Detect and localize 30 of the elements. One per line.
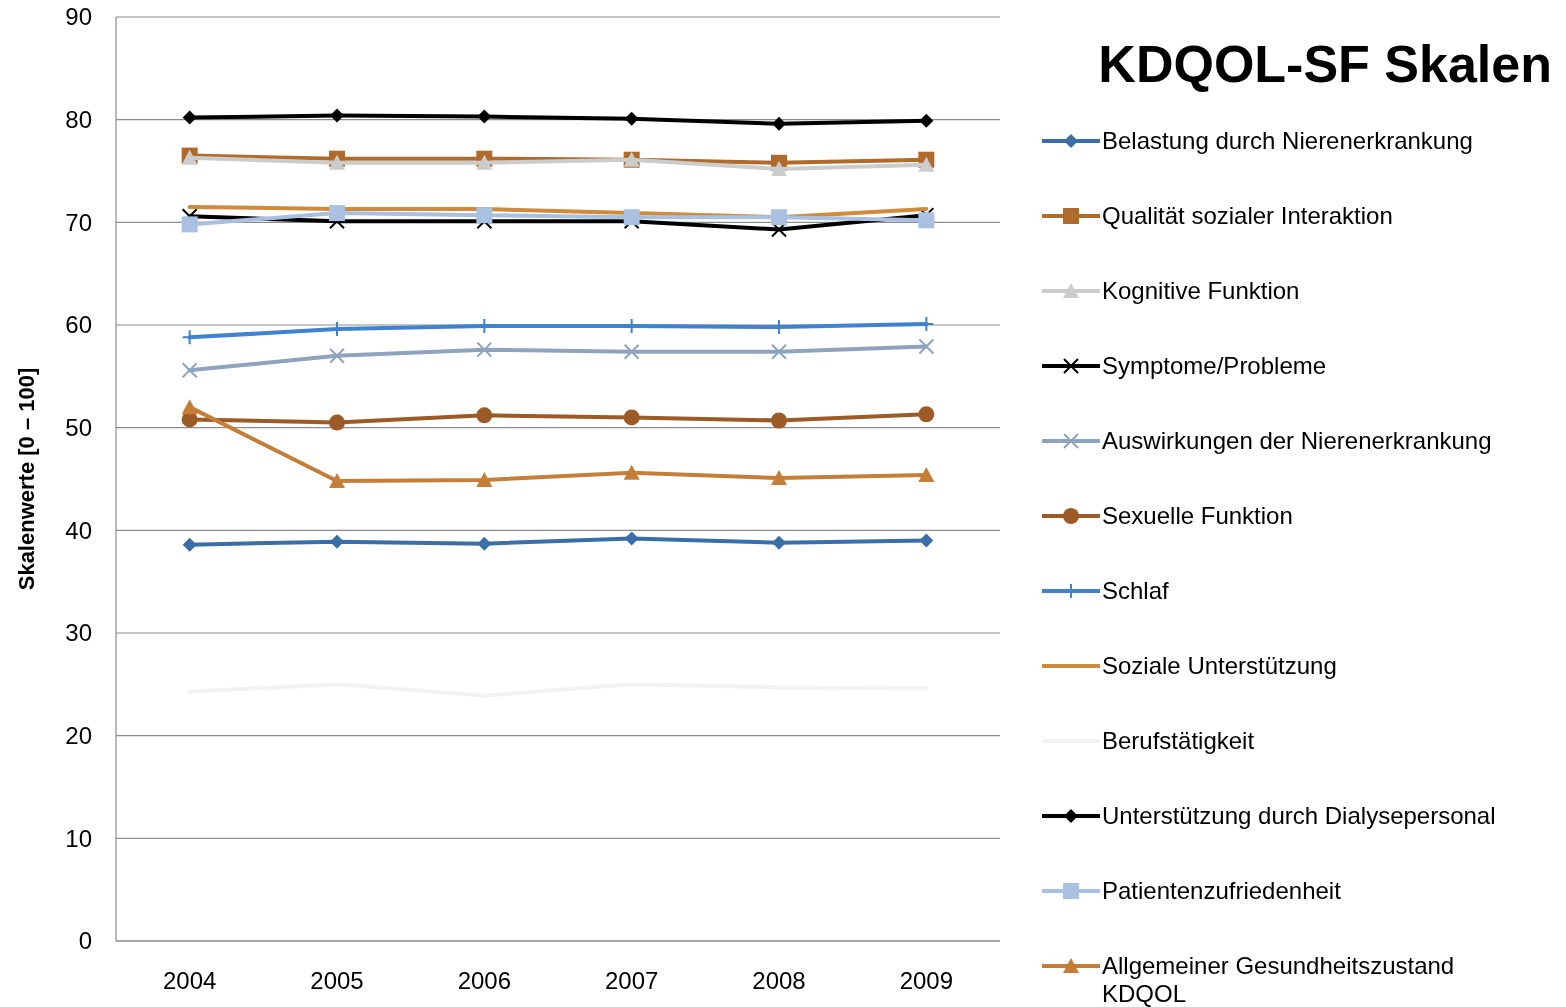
legend-label: Schlaf — [1102, 577, 1170, 605]
y-tick-label: 30 — [65, 619, 92, 647]
legend-label: Kognitive Funktion — [1102, 277, 1300, 305]
x-tick-label: 2009 — [899, 967, 954, 994]
y-tick-label: 80 — [65, 106, 92, 134]
legend-label: Symptome/Probleme — [1102, 352, 1327, 380]
legend-label: Soziale Unterstützung — [1102, 652, 1337, 680]
x-tick-label: 2004 — [162, 967, 217, 994]
text: KDQOL-SF Skalen — [1098, 35, 1552, 93]
y-tick-label: 10 — [65, 824, 92, 852]
legend-label: Belastung durch Nierenerkrankung — [1102, 127, 1473, 155]
legend-label: Qualität sozialer Interaktion — [1102, 202, 1393, 230]
x-tick-label: 2007 — [604, 967, 659, 994]
legend-label: Auswirkungen der Nierenerkrankung — [1102, 427, 1492, 455]
y-tick-label: 50 — [65, 414, 92, 442]
legend-label: Sexuelle Funktion — [1102, 502, 1293, 530]
y-axis-title: Skalenwerte [0 – 100] — [14, 367, 39, 591]
y-tick-label: 20 — [65, 722, 92, 750]
legend-label: Unterstützung durch Dialysepersonal — [1102, 802, 1496, 830]
x-tick-label: 2008 — [752, 967, 806, 994]
y-tick-label: 0 — [78, 927, 92, 955]
y-tick-label: 40 — [65, 516, 92, 544]
x-tick-label: 2006 — [457, 967, 512, 994]
y-tick-label: 90 — [65, 3, 92, 31]
legend-label: Berufstätigkeit — [1102, 727, 1255, 755]
x-tick-label: 2005 — [310, 967, 364, 994]
y-tick-label: 70 — [65, 208, 92, 236]
y-tick-label: 60 — [65, 311, 92, 339]
legend-label: Patientenzufriedenheit — [1102, 877, 1342, 905]
legend-label: Allgemeiner Gesundheitszustand KDQOL — [1102, 952, 1455, 1007]
